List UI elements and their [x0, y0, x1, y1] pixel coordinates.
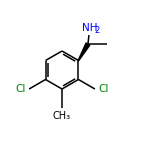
- Polygon shape: [78, 43, 90, 61]
- Text: Cl: Cl: [16, 84, 26, 94]
- Text: Cl: Cl: [98, 84, 108, 94]
- Text: 2: 2: [94, 26, 100, 35]
- Text: CH₃: CH₃: [53, 111, 71, 121]
- Text: NH: NH: [82, 23, 98, 33]
